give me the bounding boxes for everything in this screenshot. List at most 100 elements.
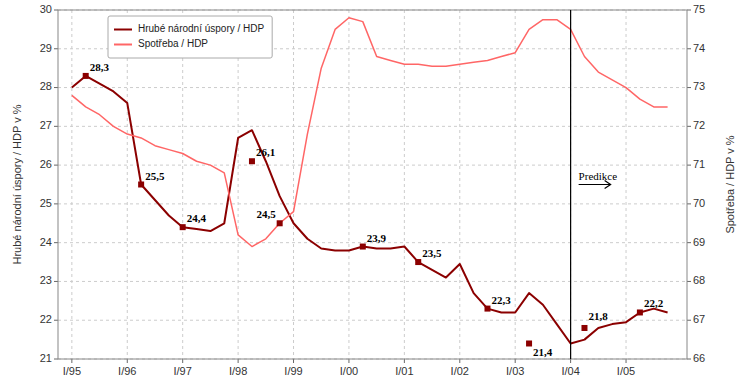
point-marker bbox=[526, 340, 532, 346]
tick-label-y: 23 bbox=[40, 274, 52, 286]
tick-label-y: 22 bbox=[40, 313, 52, 325]
legend-box bbox=[108, 16, 272, 58]
grid-line-x bbox=[182, 10, 183, 359]
series-line bbox=[72, 76, 668, 344]
point-marker bbox=[138, 182, 144, 188]
tick-label-y2: 66 bbox=[693, 352, 705, 364]
grid-line-y bbox=[58, 281, 687, 282]
grid-line-x bbox=[626, 10, 627, 359]
point-marker bbox=[360, 244, 366, 250]
grid bbox=[58, 10, 687, 359]
tick-y bbox=[54, 203, 58, 204]
tick-label-x: I/98 bbox=[229, 365, 247, 377]
tick-y2 bbox=[687, 126, 691, 127]
grid-line-x bbox=[293, 10, 294, 359]
point-marker bbox=[277, 220, 283, 226]
tick-label-y2: 69 bbox=[693, 236, 705, 248]
grid-line-y bbox=[58, 126, 687, 127]
tick-label-y: 24 bbox=[40, 236, 52, 248]
tick-label-x: I/96 bbox=[118, 365, 136, 377]
tick-label-y: 25 bbox=[40, 197, 52, 209]
tick-label-x: I/04 bbox=[561, 365, 579, 377]
data-label: 21,8 bbox=[588, 310, 608, 322]
tick-label-y: 30 bbox=[40, 3, 52, 15]
tick-label-x: I/01 bbox=[395, 365, 413, 377]
tick-y2 bbox=[687, 281, 691, 282]
grid-line-y bbox=[58, 165, 687, 166]
tick-label-x: I/03 bbox=[506, 365, 524, 377]
tick-y2 bbox=[687, 242, 691, 243]
point-marker bbox=[415, 259, 421, 265]
plot-frame bbox=[58, 10, 687, 359]
tick-y bbox=[54, 165, 58, 166]
point-marker bbox=[581, 325, 587, 331]
axis-label-y2: Spotřeba / HDP v % bbox=[724, 135, 736, 233]
tick-x bbox=[71, 359, 72, 363]
tick-y bbox=[54, 242, 58, 243]
tick-label-y: 28 bbox=[40, 80, 52, 92]
tick-label-y2: 75 bbox=[693, 3, 705, 15]
prediction-arrow bbox=[579, 184, 611, 185]
point-marker bbox=[484, 306, 490, 312]
tick-label-y2: 71 bbox=[693, 158, 705, 170]
grid-line-x bbox=[238, 10, 239, 359]
data-labels: 28,325,524,426,124,523,923,522,321,421,8… bbox=[90, 61, 664, 359]
tick-x bbox=[404, 359, 405, 363]
data-label: 24,4 bbox=[187, 212, 207, 224]
grid-line-x bbox=[127, 10, 128, 359]
legend-swatch bbox=[114, 44, 132, 46]
axis-label-y: Hrubé národní úspory / HDP v % bbox=[11, 104, 23, 264]
tick-x bbox=[238, 359, 239, 363]
tick-label-x: I/99 bbox=[284, 365, 302, 377]
legend-swatch bbox=[114, 29, 132, 31]
tick-label-y: 27 bbox=[40, 119, 52, 131]
tick-x bbox=[626, 359, 627, 363]
tick-x bbox=[348, 359, 349, 363]
axes: I/95I/96I/97I/98I/99I/00I/01I/02I/03I/04… bbox=[11, 3, 736, 377]
tick-label-y: 26 bbox=[40, 158, 52, 170]
tick-y2 bbox=[687, 165, 691, 166]
grid-line-x bbox=[404, 10, 405, 359]
tick-y2 bbox=[687, 87, 691, 88]
tick-y bbox=[54, 126, 58, 127]
grid-line-x bbox=[515, 10, 516, 359]
prediction-label: Predikce bbox=[579, 170, 618, 182]
tick-label-y2: 68 bbox=[693, 274, 705, 286]
tick-label-x: I/05 bbox=[617, 365, 635, 377]
grid-line-x bbox=[348, 10, 349, 359]
grid-line-x bbox=[459, 10, 460, 359]
tick-label-y2: 67 bbox=[693, 313, 705, 325]
tick-x bbox=[570, 359, 571, 363]
tick-label-x: I/95 bbox=[63, 365, 81, 377]
chart: I/95I/96I/97I/98I/99I/00I/01I/02I/03I/04… bbox=[0, 0, 745, 387]
tick-label-x: I/02 bbox=[451, 365, 469, 377]
tick-label-x: I/00 bbox=[340, 365, 358, 377]
plot-background bbox=[58, 10, 687, 359]
prediction-arrow-head bbox=[605, 181, 611, 189]
grid-line-x bbox=[570, 10, 571, 359]
tick-label-y2: 70 bbox=[693, 197, 705, 209]
tick-y bbox=[54, 320, 58, 321]
annotations: Predikce bbox=[571, 10, 618, 359]
tick-y bbox=[54, 10, 58, 11]
tick-y2 bbox=[687, 320, 691, 321]
tick-label-y: 29 bbox=[40, 42, 52, 54]
data-label: 23,5 bbox=[422, 247, 442, 259]
tick-y2 bbox=[687, 203, 691, 204]
point-marker bbox=[83, 73, 89, 79]
tick-label-y2: 74 bbox=[693, 42, 705, 54]
prediction-line bbox=[570, 10, 571, 359]
tick-x bbox=[515, 359, 516, 363]
data bbox=[72, 18, 668, 347]
tick-label-y2: 72 bbox=[693, 119, 705, 131]
grid-line-x bbox=[71, 10, 72, 359]
tick-y2 bbox=[687, 359, 691, 360]
tick-label-y: 21 bbox=[40, 352, 52, 364]
point-marker bbox=[180, 224, 186, 230]
data-label: 21,4 bbox=[533, 346, 553, 358]
data-label: 25,5 bbox=[145, 170, 165, 182]
tick-y bbox=[54, 359, 58, 360]
point-marker bbox=[637, 309, 643, 315]
tick-label-y2: 73 bbox=[693, 80, 705, 92]
legend-label: Hrubé národní úspory / HDP bbox=[138, 23, 265, 34]
